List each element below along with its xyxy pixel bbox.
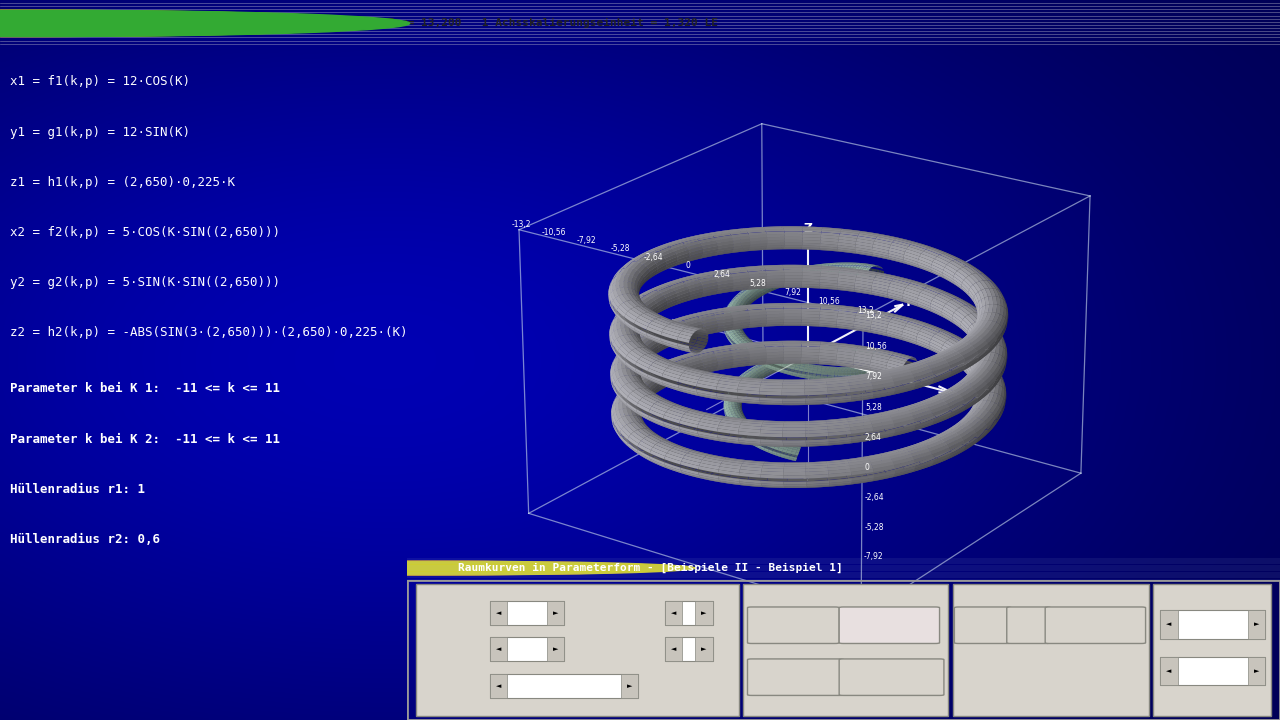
Text: Raumkurven in Parameterform - [Beispiele II - Beispiel 1]: Raumkurven in Parameterform - [Beispiele… <box>458 563 842 573</box>
Text: ► Start Sim.: ► Start Sim. <box>767 672 824 682</box>
FancyBboxPatch shape <box>748 607 840 644</box>
Text: Ausbl.: Ausbl. <box>777 621 809 630</box>
Bar <box>664 637 682 661</box>
Text: Raumkurven in Parameterform   -13,200 <= X, Y, Z <= 13,200   1 Achsskalierungsei: Raumkurven in Parameterform -13,200 <= X… <box>70 19 718 28</box>
Text: Hüllen: Hüllen <box>1162 590 1201 600</box>
FancyBboxPatch shape <box>416 584 739 716</box>
Bar <box>1161 611 1178 639</box>
Text: ►: ► <box>701 610 707 616</box>
Bar <box>695 637 713 661</box>
Text: Parameter k bei K 1:  -11 <= k <= 11: Parameter k bei K 1: -11 <= k <= 11 <box>10 382 280 395</box>
Text: Parameter k bei K 2:  -11 <= k <= 11: Parameter k bei K 2: -11 <= k <= 11 <box>10 433 280 446</box>
Text: ►: ► <box>553 646 558 652</box>
Circle shape <box>0 10 371 37</box>
Bar <box>547 637 564 661</box>
Bar <box>1161 611 1265 639</box>
FancyBboxPatch shape <box>955 607 1011 644</box>
Text: z2 = h2(k,p) = -ABS(SIN(3·(2,650)))·(2,650)·0,225·(K): z2 = h2(k,p) = -ABS(SIN(3·(2,650)))·(2,6… <box>10 326 407 339</box>
FancyBboxPatch shape <box>952 584 1149 716</box>
Bar <box>490 674 507 698</box>
Text: ◄: ◄ <box>497 610 502 616</box>
Bar <box>621 674 639 698</box>
Text: x2 = f2(k,p) = 5·COS(K·SIN((2,650))): x2 = f2(k,p) = 5·COS(K·SIN((2,650))) <box>10 226 280 239</box>
Text: ◄: ◄ <box>671 646 676 652</box>
Text: Bedienung: Bedienung <box>751 590 815 600</box>
Text: 0°: 0° <box>573 645 584 654</box>
Text: ►: ► <box>1253 668 1260 674</box>
Text: y1 = g1(k,p) = 12·SIN(K): y1 = g1(k,p) = 12·SIN(K) <box>10 125 189 138</box>
Text: ↺ Start Rot.: ↺ Start Rot. <box>863 672 920 682</box>
Text: Operation: Operation <box>425 590 484 600</box>
Text: ►: ► <box>1253 621 1260 628</box>
Text: ◄: ◄ <box>1166 621 1171 628</box>
Bar <box>490 600 507 624</box>
Text: B: B <box>1025 621 1032 630</box>
Text: Rot. X:: Rot. X: <box>429 608 461 618</box>
Text: ◄: ◄ <box>497 683 502 688</box>
FancyBboxPatch shape <box>744 584 948 716</box>
Bar <box>1248 611 1265 639</box>
FancyBboxPatch shape <box>1153 584 1271 716</box>
FancyBboxPatch shape <box>1007 607 1051 644</box>
FancyBboxPatch shape <box>840 659 943 696</box>
Text: Zoom:: Zoom: <box>612 645 644 654</box>
FancyBboxPatch shape <box>840 607 940 644</box>
Bar <box>1161 657 1265 685</box>
Text: ►: ► <box>627 683 632 688</box>
Text: 30: 30 <box>719 645 732 654</box>
Circle shape <box>0 10 390 37</box>
Bar <box>664 600 682 624</box>
Circle shape <box>156 561 680 575</box>
Text: ►: ► <box>553 610 558 616</box>
Text: Layout: Layout <box>961 590 1001 600</box>
Text: ◄: ◄ <box>671 610 676 616</box>
Bar <box>490 674 639 698</box>
Bar <box>664 600 713 624</box>
Bar <box>490 600 564 624</box>
Text: Koord.:: Koord.: <box>429 681 463 691</box>
Text: x1 = f1(k,p) = 12·COS(K): x1 = f1(k,p) = 12·COS(K) <box>10 76 189 89</box>
Text: z1 = h1(k,p) = (2,650)·0,225·K: z1 = h1(k,p) = (2,650)·0,225·K <box>10 176 234 189</box>
Text: Rot. Y:: Rot. Y: <box>429 645 460 654</box>
Text: 13,2: 13,2 <box>646 681 668 691</box>
Text: Rot. Z:: Rot. Z: <box>612 608 644 618</box>
Bar <box>695 600 713 624</box>
Text: ◄: ◄ <box>1166 668 1171 674</box>
Text: ||| Auflösung: ||| Auflösung <box>1068 621 1123 630</box>
Text: ◄: ◄ <box>497 646 502 652</box>
Text: ►: ► <box>701 646 707 652</box>
Bar <box>664 637 713 661</box>
Bar <box>490 637 564 661</box>
FancyBboxPatch shape <box>1046 607 1146 644</box>
Bar <box>1161 657 1178 685</box>
Text: ✕ Beenden: ✕ Beenden <box>861 621 916 630</box>
Bar <box>1248 657 1265 685</box>
Bar <box>490 637 507 661</box>
FancyBboxPatch shape <box>748 659 844 696</box>
Circle shape <box>172 561 695 575</box>
Circle shape <box>0 10 410 37</box>
Bar <box>547 600 564 624</box>
Text: 45°: 45° <box>719 608 737 618</box>
Text: Hüllenradius r1: 1: Hüllenradius r1: 1 <box>10 482 145 495</box>
Text: 110°: 110° <box>573 608 596 618</box>
Text: ✎ E: ✎ E <box>975 621 991 630</box>
Text: Hüllenradius r2: 0,6: Hüllenradius r2: 0,6 <box>10 533 160 546</box>
Text: y2 = g2(k,p) = 5·SIN(K·SIN((2,650))): y2 = g2(k,p) = 5·SIN(K·SIN((2,650))) <box>10 276 280 289</box>
Text: ☑ K1  ☑ K2  +⊕  ☑ S: ☑ K1 ☑ K2 +⊕ ☑ S <box>960 676 1046 685</box>
